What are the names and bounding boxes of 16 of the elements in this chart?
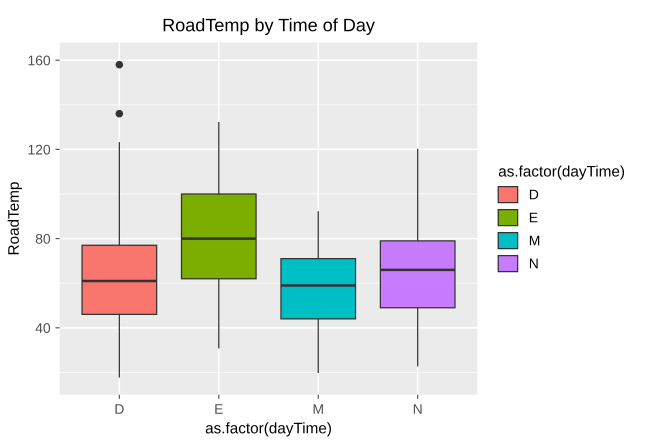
y-axis-title: RoadTemp (8, 182, 22, 254)
legend-label: M (530, 236, 540, 246)
legend-label: D (530, 190, 538, 200)
legend-label: N (530, 258, 538, 268)
y-tick-label: 80 (36, 234, 50, 244)
x-axis-title: as.factor(dayTime) (206, 422, 331, 436)
x-tick-label: M (314, 404, 323, 414)
legend-title: as.factor(dayTime) (498, 165, 624, 180)
chart-title: RoadTemp by Time of Day (164, 18, 375, 36)
legend-label: E (530, 212, 538, 222)
y-tick-label: 40 (36, 323, 50, 333)
y-tick-label: 120 (28, 144, 50, 155)
x-tick-label: D (115, 404, 124, 414)
y-tick-label: 160 (28, 56, 50, 66)
x-tick-label: N (414, 404, 422, 414)
x-tick-label: E (215, 404, 223, 414)
